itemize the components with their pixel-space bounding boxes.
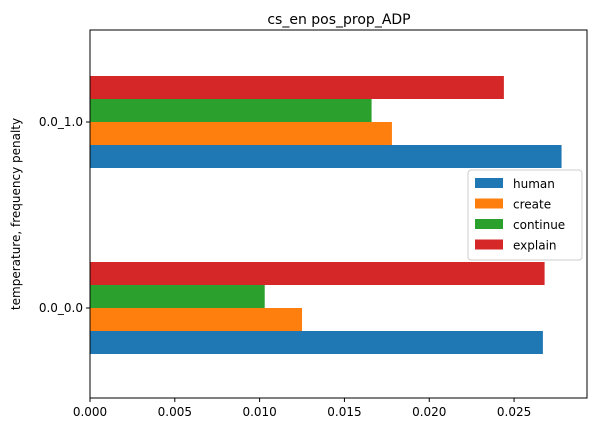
y-tick-label: 0.0_1.0 (39, 115, 83, 129)
bar-explain-0.0_0.0 (90, 262, 545, 285)
x-tick-label: 0.025 (497, 405, 531, 419)
bar-human-0.0_0.0 (90, 331, 543, 354)
x-tick-label: 0.005 (158, 405, 192, 419)
bar-continue-0.0_1.0 (90, 99, 372, 122)
legend-swatch-create (475, 199, 503, 209)
x-tick-label: 0.000 (73, 405, 107, 419)
x-axis-ticks: 0.000 0.005 0.010 0.015 0.020 0.025 (73, 398, 531, 419)
y-axis-ticks: 0.0_0.0 0.0_1.0 (39, 115, 90, 315)
bar-create-0.0_1.0 (90, 122, 392, 145)
bar-human-0.0_1.0 (90, 145, 562, 168)
y-axis-label: temperature, frequency penalty (9, 118, 23, 310)
chart-title: cs_en pos_prop_ADP (267, 12, 410, 28)
legend-swatch-human (475, 178, 503, 188)
bar-create-0.0_0.0 (90, 308, 302, 331)
bar-explain-0.0_1.0 (90, 76, 504, 99)
y-tick-label: 0.0_0.0 (39, 301, 83, 315)
legend-label-human: human (513, 177, 555, 191)
x-tick-label: 0.020 (412, 405, 446, 419)
bar-continue-0.0_0.0 (90, 285, 265, 308)
legend-label-create: create (513, 198, 551, 212)
legend-label-continue: continue (513, 218, 565, 232)
legend-swatch-continue (475, 219, 503, 229)
legend: human create continue explain (468, 170, 582, 260)
x-tick-label: 0.010 (242, 405, 276, 419)
legend-swatch-explain (475, 240, 503, 250)
legend-label-explain: explain (513, 239, 557, 253)
x-tick-label: 0.015 (327, 405, 361, 419)
